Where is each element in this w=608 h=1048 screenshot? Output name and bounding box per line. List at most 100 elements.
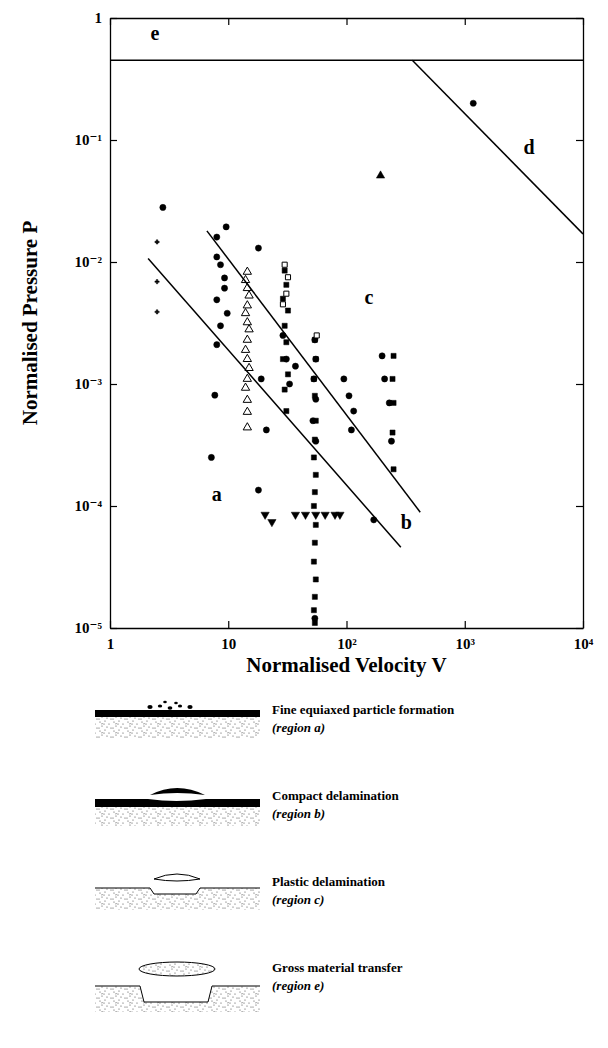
data-point bbox=[346, 393, 352, 399]
x-top-axis bbox=[111, 18, 584, 25]
x-top-tick bbox=[347, 18, 348, 25]
y-tick-mark bbox=[110, 18, 117, 19]
x-top-tick bbox=[465, 18, 466, 25]
data-point bbox=[292, 363, 298, 369]
mechanism-title: Plastic delamination bbox=[272, 874, 386, 889]
wear-particle bbox=[168, 706, 173, 710]
data-point bbox=[285, 372, 290, 377]
transferred-lump bbox=[139, 962, 215, 976]
y-tick-mark bbox=[110, 384, 117, 385]
plot-marks bbox=[110, 60, 583, 625]
schematic bbox=[95, 701, 260, 738]
data-point bbox=[391, 467, 396, 472]
data-point bbox=[311, 503, 316, 508]
data-point bbox=[245, 291, 253, 298]
y-right-tick-mark bbox=[576, 140, 583, 141]
data-point bbox=[243, 407, 251, 414]
data-point bbox=[155, 240, 159, 244]
data-point bbox=[379, 353, 385, 359]
y-right-tick-mark bbox=[576, 18, 583, 19]
data-point bbox=[311, 559, 316, 564]
schematics: Fine equiaxed particle formation(region … bbox=[95, 701, 455, 1012]
oxide-layer bbox=[95, 710, 260, 717]
data-point bbox=[282, 268, 287, 273]
data-point bbox=[243, 301, 251, 308]
data-point bbox=[313, 418, 318, 423]
x-tick: 10 bbox=[221, 621, 236, 652]
data-point bbox=[214, 254, 220, 260]
y-tick-mark bbox=[110, 262, 117, 263]
data-point bbox=[311, 376, 316, 381]
x-axis: 11010²10³10⁴ bbox=[107, 621, 594, 652]
y-tick: 10⁻⁵ bbox=[75, 620, 117, 636]
y-tick: 10⁻¹ bbox=[75, 132, 117, 148]
x-tick-label: 10 bbox=[221, 636, 236, 652]
mechanism-title: Gross material transfer bbox=[272, 960, 403, 975]
y-axis-title: Normalised Pressure P bbox=[18, 221, 42, 426]
x-top-tick-mark bbox=[346, 18, 347, 25]
data-point bbox=[214, 342, 220, 348]
y-right-axis bbox=[576, 19, 584, 629]
data-point bbox=[312, 594, 317, 599]
y-tick-label: 10⁻² bbox=[75, 254, 103, 270]
y-right-tick bbox=[576, 140, 583, 141]
data-point bbox=[311, 608, 316, 613]
mechanism-region: (region c) bbox=[272, 892, 324, 907]
x-tick-label: 10³ bbox=[456, 636, 476, 652]
data-point bbox=[282, 323, 287, 328]
data-point bbox=[212, 392, 218, 398]
x-tick-mark bbox=[346, 621, 347, 628]
substrate bbox=[95, 986, 260, 1012]
substrate bbox=[95, 716, 260, 738]
boundary-line bbox=[412, 60, 583, 234]
data-point bbox=[263, 427, 269, 433]
y-tick: 10⁻³ bbox=[75, 376, 117, 392]
annotations: abcde bbox=[151, 22, 535, 533]
wear-particle bbox=[147, 705, 152, 709]
x-top-tick-mark bbox=[228, 18, 229, 25]
data-point bbox=[155, 310, 159, 314]
data-point bbox=[314, 333, 319, 338]
data-point bbox=[280, 302, 285, 307]
y-right-tick bbox=[576, 506, 583, 507]
data-point bbox=[243, 335, 251, 342]
data-point bbox=[261, 512, 269, 519]
region-label: b bbox=[401, 511, 412, 533]
substrate bbox=[95, 806, 260, 826]
data-point bbox=[243, 423, 251, 430]
y-right-tick bbox=[576, 262, 583, 263]
data-point bbox=[280, 296, 285, 301]
boundary-line bbox=[110, 60, 583, 62]
data-point bbox=[241, 345, 249, 352]
mechanism-region: (region b) bbox=[272, 806, 325, 821]
y-tick-label: 10⁻⁵ bbox=[75, 620, 103, 636]
wear-flake bbox=[150, 788, 205, 795]
y-right-tick bbox=[576, 628, 583, 629]
data-point bbox=[312, 512, 320, 519]
region-label: e bbox=[151, 22, 160, 44]
x-axis-line bbox=[111, 628, 584, 629]
data-point bbox=[243, 318, 251, 325]
x-tick-label: 10² bbox=[337, 636, 357, 652]
data-point bbox=[341, 376, 347, 382]
x-top-tick-mark bbox=[465, 18, 466, 25]
data-point bbox=[336, 512, 344, 519]
data-point bbox=[313, 356, 319, 362]
data-point bbox=[282, 387, 287, 392]
x-axis-title: Normalised Velocity V bbox=[246, 653, 446, 677]
data-point bbox=[313, 522, 318, 527]
data-point bbox=[243, 354, 251, 361]
data-point bbox=[241, 383, 249, 390]
wear-particle bbox=[158, 704, 162, 707]
data-point bbox=[348, 427, 354, 433]
data-point bbox=[255, 245, 261, 251]
y-tick-mark bbox=[110, 506, 117, 507]
boundary-line bbox=[207, 231, 420, 512]
chart-svg: 11010²10³10⁴110⁻¹10⁻²10⁻³10⁻⁴10⁻⁵abcdeNo… bbox=[0, 0, 608, 1048]
y-tick: 1 bbox=[95, 10, 118, 26]
mechanism-region: (region e) bbox=[272, 978, 324, 993]
boundary-line bbox=[148, 258, 401, 547]
data-point bbox=[313, 577, 318, 582]
oxide-layer bbox=[95, 799, 260, 807]
surface-line bbox=[95, 986, 260, 1002]
